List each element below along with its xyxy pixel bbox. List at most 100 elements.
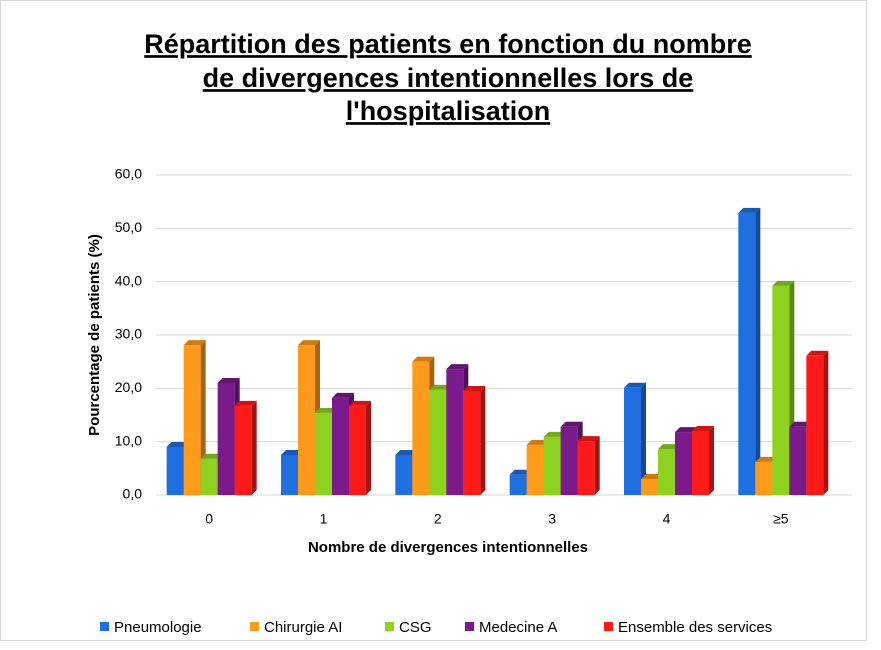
bar-top bbox=[526, 439, 549, 445]
bar-top bbox=[509, 469, 532, 475]
bar-top bbox=[577, 436, 600, 442]
legend-label: Ensemble des services bbox=[618, 619, 772, 636]
bar-front bbox=[429, 389, 447, 495]
bar-side bbox=[823, 350, 829, 495]
bar-top bbox=[429, 384, 452, 390]
bar-side bbox=[709, 426, 714, 495]
bar bbox=[624, 382, 646, 495]
y-tick-label: 40,0 bbox=[115, 272, 142, 288]
bar-top bbox=[692, 426, 714, 431]
legend-label: Medecine A bbox=[479, 619, 557, 636]
bar-top bbox=[658, 444, 680, 450]
bar-front bbox=[641, 479, 658, 495]
bar bbox=[463, 386, 486, 495]
bar-front bbox=[806, 355, 824, 495]
bar-side bbox=[480, 386, 486, 495]
x-tick-label: ≥5 bbox=[773, 511, 789, 527]
legend-swatch bbox=[100, 622, 109, 631]
y-tick-label: 30,0 bbox=[115, 326, 142, 342]
x-tick-label: 4 bbox=[663, 511, 671, 527]
bar-front bbox=[217, 383, 235, 495]
bar-side bbox=[755, 207, 761, 495]
bar-top bbox=[641, 474, 663, 479]
bar-top bbox=[349, 400, 371, 406]
bar-top bbox=[624, 382, 646, 388]
bar-top bbox=[755, 456, 778, 462]
bar-top bbox=[166, 442, 189, 447]
bar-side bbox=[594, 436, 600, 495]
bar-top bbox=[183, 340, 206, 346]
bar-front bbox=[395, 455, 413, 495]
x-tick-label: 1 bbox=[320, 511, 328, 527]
y-tick-label: 20,0 bbox=[115, 379, 142, 395]
bar-top bbox=[789, 421, 812, 427]
bar-front bbox=[315, 412, 332, 495]
bar bbox=[738, 207, 761, 495]
y-tick-label: 0,0 bbox=[123, 486, 143, 502]
bar-front bbox=[349, 405, 366, 495]
bar-front bbox=[412, 361, 430, 495]
bar-front bbox=[281, 455, 298, 495]
legend-swatch bbox=[385, 622, 394, 631]
bar-front bbox=[200, 458, 218, 495]
bar-front bbox=[755, 461, 773, 495]
bar-front bbox=[446, 369, 464, 495]
x-tick-label: 0 bbox=[205, 511, 213, 527]
x-tick-label: 2 bbox=[434, 511, 442, 527]
bar-top bbox=[217, 378, 240, 383]
bar-front bbox=[624, 387, 641, 495]
bar-front bbox=[298, 345, 315, 495]
bar-top bbox=[298, 340, 320, 346]
bar-top bbox=[675, 427, 697, 433]
y-tick-label: 10,0 bbox=[115, 432, 142, 448]
bar-front bbox=[692, 431, 709, 495]
bar bbox=[234, 400, 257, 495]
bar-top bbox=[463, 386, 486, 391]
bar-top bbox=[412, 356, 435, 362]
bar bbox=[806, 350, 829, 495]
bar-top bbox=[332, 392, 354, 398]
bar-front bbox=[509, 474, 527, 495]
bar-side bbox=[366, 400, 371, 495]
bar-top bbox=[772, 280, 795, 286]
bar bbox=[349, 400, 371, 495]
x-tick-label: 3 bbox=[548, 511, 556, 527]
bar-top bbox=[200, 453, 223, 459]
chart-title: l'hospitalisation bbox=[346, 96, 550, 126]
chart-title: Répartition des patients en fonction du … bbox=[144, 29, 752, 59]
y-tick-label: 60,0 bbox=[115, 166, 142, 182]
bar-top bbox=[806, 350, 829, 356]
bar-front bbox=[543, 436, 561, 495]
bar-side bbox=[251, 400, 257, 495]
legend-label: Chirurgie AI bbox=[264, 619, 342, 636]
bar-front bbox=[560, 426, 578, 495]
bar-side bbox=[641, 382, 646, 495]
frame bbox=[0, 0, 867, 641]
bar-front bbox=[183, 345, 201, 495]
legend-swatch bbox=[604, 622, 613, 631]
y-tick-label: 50,0 bbox=[115, 219, 142, 235]
bar-top bbox=[315, 407, 337, 413]
bar-front bbox=[166, 447, 184, 495]
bar-front bbox=[332, 397, 349, 495]
y-axis-label: Pourcentage de patients (%) bbox=[86, 234, 103, 436]
bar-front bbox=[234, 405, 252, 495]
x-axis-label: Nombre de divergences intentionnelles bbox=[308, 539, 588, 556]
legend-label: CSG bbox=[399, 619, 432, 636]
bar-top bbox=[446, 364, 469, 370]
bar-front bbox=[789, 426, 807, 495]
bar-front bbox=[675, 432, 692, 495]
bar-front bbox=[577, 441, 595, 495]
bar-top bbox=[738, 207, 761, 213]
bar-front bbox=[463, 391, 481, 495]
bar-top bbox=[281, 450, 303, 455]
bar-top bbox=[543, 431, 566, 437]
bar bbox=[692, 426, 714, 495]
bar-front bbox=[526, 444, 544, 495]
bar-front bbox=[772, 285, 790, 495]
bar-top bbox=[395, 450, 418, 455]
legend-swatch bbox=[465, 622, 474, 631]
legend-swatch bbox=[250, 622, 259, 631]
bar-top bbox=[560, 421, 583, 427]
